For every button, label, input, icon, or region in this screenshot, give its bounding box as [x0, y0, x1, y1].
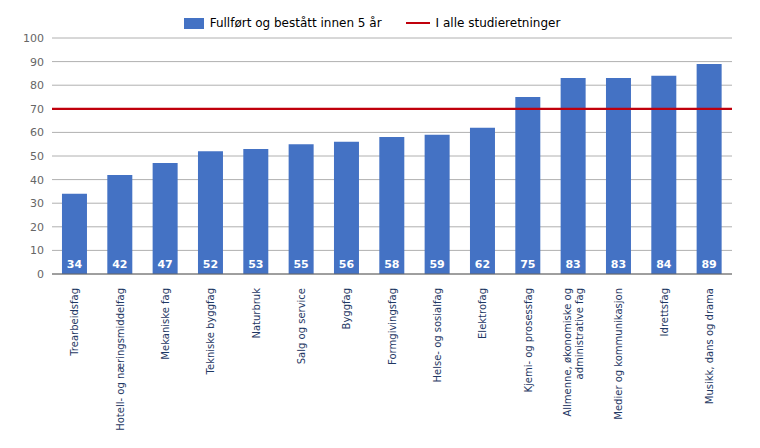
svg-text:Hotell- og næringsmiddelfag: Hotell- og næringsmiddelfag: [115, 288, 126, 431]
html-text:I alle studieretninger: I alle studieretninger: [435, 16, 561, 30]
svg-text:Mekaniske fag: Mekaniske fag: [160, 288, 171, 360]
svg-text:Salg og service: Salg og service: [296, 288, 307, 364]
svg-text:60: 60: [30, 126, 44, 139]
svg-text:40: 40: [30, 174, 44, 187]
svg-text:56: 56: [339, 258, 355, 271]
svg-text:83: 83: [565, 258, 580, 271]
svg-text:42: 42: [112, 258, 127, 271]
svg-text:Medier og kommunikasjon: Medier og kommunikasjon: [613, 288, 624, 420]
svg-text:20: 20: [30, 221, 44, 234]
html-text:Fullført og bestått innen 5 år: Fullført og bestått innen 5 år: [209, 16, 382, 30]
svg-text:Musikk, dans og drama: Musikk, dans og drama: [704, 288, 715, 404]
svg-text:90: 90: [30, 56, 44, 69]
svg-text:58: 58: [384, 258, 399, 271]
svg-text:0: 0: [37, 268, 44, 281]
svg-text:83: 83: [611, 258, 626, 271]
svg-text:89: 89: [701, 258, 716, 271]
svg-text:84: 84: [656, 258, 672, 271]
svg-text:59: 59: [429, 258, 444, 271]
svg-text:Tekniske byggfag: Tekniske byggfag: [205, 288, 216, 375]
svg-text:34: 34: [67, 258, 83, 271]
svg-text:Allmenne, økonomiske ogadminis: Allmenne, økonomiske ogadministrative fa…: [562, 288, 585, 417]
svg-text:30: 30: [30, 197, 44, 210]
svg-text:62: 62: [475, 258, 490, 271]
svg-text:80: 80: [30, 79, 44, 92]
svg-text:Trearbeidsfag: Trearbeidsfag: [69, 288, 80, 357]
svg-text:52: 52: [203, 258, 218, 271]
svg-text:70: 70: [30, 103, 44, 116]
svg-text:Elektrofag: Elektrofag: [477, 288, 488, 339]
svg-text:Byggfag: Byggfag: [341, 288, 352, 329]
svg-text:100: 100: [23, 32, 44, 45]
svg-text:Helse- og sosialfag: Helse- og sosialfag: [432, 288, 443, 382]
svg-text:Kjemi- og prosessfag: Kjemi- og prosessfag: [523, 288, 534, 393]
svg-text:50: 50: [30, 150, 44, 163]
svg-text:10: 10: [30, 244, 44, 257]
svg-text:Formgivingsfag: Formgivingsfag: [387, 288, 398, 365]
svg-text:75: 75: [520, 258, 535, 271]
svg-text:55: 55: [293, 258, 308, 271]
svg-text:Naturbruk: Naturbruk: [251, 288, 262, 339]
svg-text:47: 47: [157, 258, 172, 271]
svg-text:Idrettsfag: Idrettsfag: [659, 288, 670, 336]
svg-text:53: 53: [248, 258, 263, 271]
